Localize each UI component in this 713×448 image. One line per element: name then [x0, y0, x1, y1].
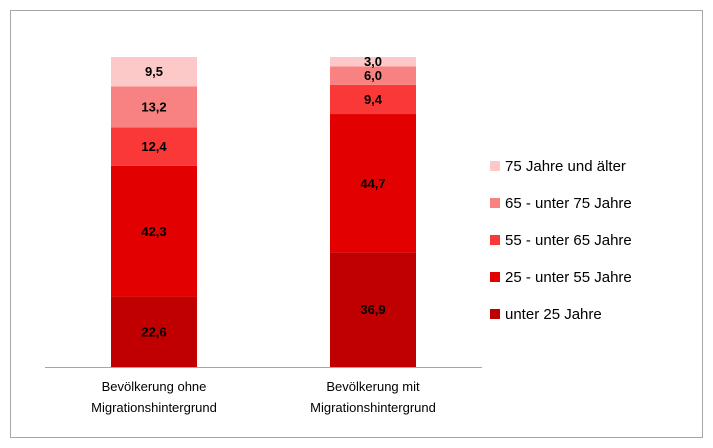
bar-segment: [330, 252, 416, 367]
bar-segment: [111, 165, 197, 297]
bar-segment: [330, 84, 416, 115]
legend-swatch: [490, 272, 500, 282]
value-label: 22,6: [141, 324, 166, 339]
x-tick-label: Bevölkerung mit Migrationshintergrund: [310, 379, 436, 415]
value-label: 9,5: [145, 64, 163, 79]
legend-swatch: [490, 161, 500, 171]
bar-segment: [330, 66, 416, 85]
value-label: 6,0: [364, 68, 382, 83]
legend-label: 65 - unter 75 Jahre: [505, 195, 632, 212]
value-label: 36,9: [360, 302, 385, 317]
legend-swatch: [490, 235, 500, 245]
value-label: 44,7: [360, 176, 385, 191]
bar-segment: [330, 57, 416, 67]
x-tick-label: Bevölkerung ohne Migrationshintergrund: [91, 379, 217, 415]
value-label: 12,4: [141, 139, 167, 154]
bar-segment: [330, 114, 416, 253]
legend-label: 25 - unter 55 Jahre: [505, 269, 632, 286]
bar-segment: [111, 86, 197, 128]
value-label: 9,4: [364, 92, 383, 107]
legend-label: 75 Jahre und älter: [505, 158, 626, 175]
value-label: 3,0: [364, 54, 382, 69]
legend-swatch: [490, 309, 500, 319]
value-label: 13,2: [141, 99, 166, 114]
legend-swatch: [490, 198, 500, 208]
value-label: 42,3: [141, 224, 166, 239]
bar-segment: [111, 296, 197, 367]
bar-segment: [111, 127, 197, 166]
bar-segment: [111, 57, 197, 87]
legend-label: 55 - unter 65 Jahre: [505, 232, 632, 249]
legend-label: unter 25 Jahre: [505, 306, 602, 323]
